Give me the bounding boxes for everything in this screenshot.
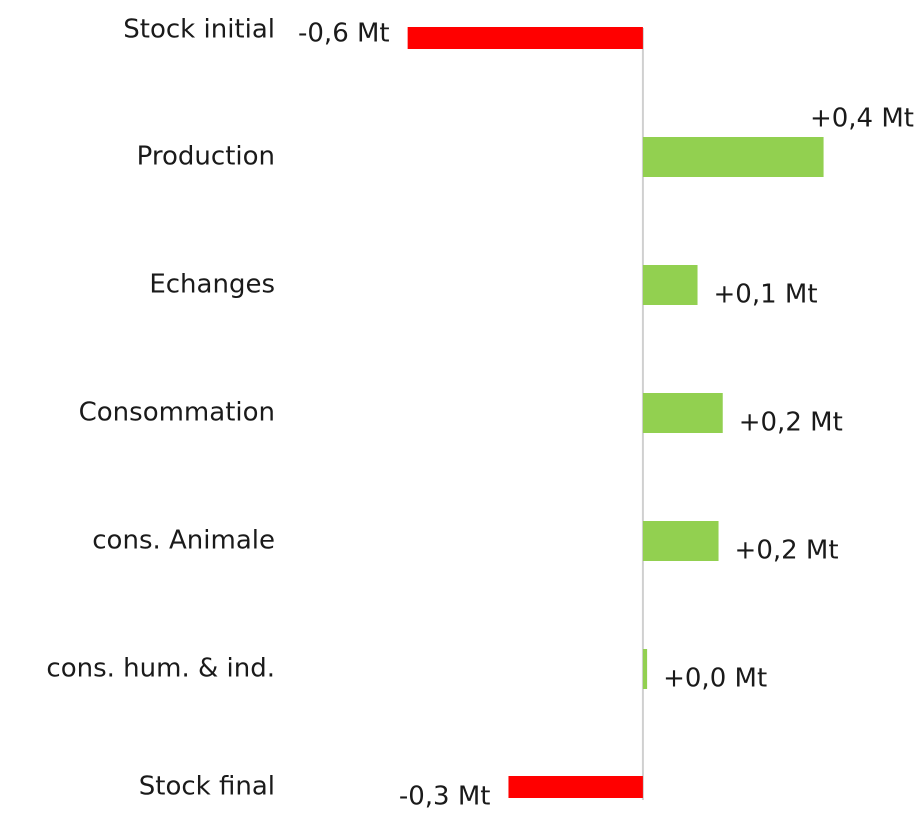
value-label: +0,1 Mt <box>714 280 818 310</box>
value-label: -0,3 Mt <box>399 782 491 812</box>
bar <box>642 393 723 433</box>
category-label: Consommation <box>79 398 275 428</box>
value-label: +0,4 Mt <box>810 104 914 134</box>
bar <box>642 521 719 561</box>
bar <box>407 27 643 49</box>
category-label: Stock initial <box>123 15 275 45</box>
category-label: cons. hum. & ind. <box>46 654 275 684</box>
value-label: -0,6 Mt <box>298 19 390 49</box>
category-label: Stock final <box>139 772 275 802</box>
bar <box>642 137 824 177</box>
value-label: +0,2 Mt <box>739 408 843 438</box>
value-label: +0,0 Mt <box>663 664 767 694</box>
bar <box>642 265 698 305</box>
bar <box>508 776 643 798</box>
category-label: Echanges <box>149 270 275 300</box>
value-label: +0,2 Mt <box>735 536 839 566</box>
category-label: cons. Animale <box>92 526 275 556</box>
bar <box>642 649 648 689</box>
category-label: Production <box>137 142 275 172</box>
